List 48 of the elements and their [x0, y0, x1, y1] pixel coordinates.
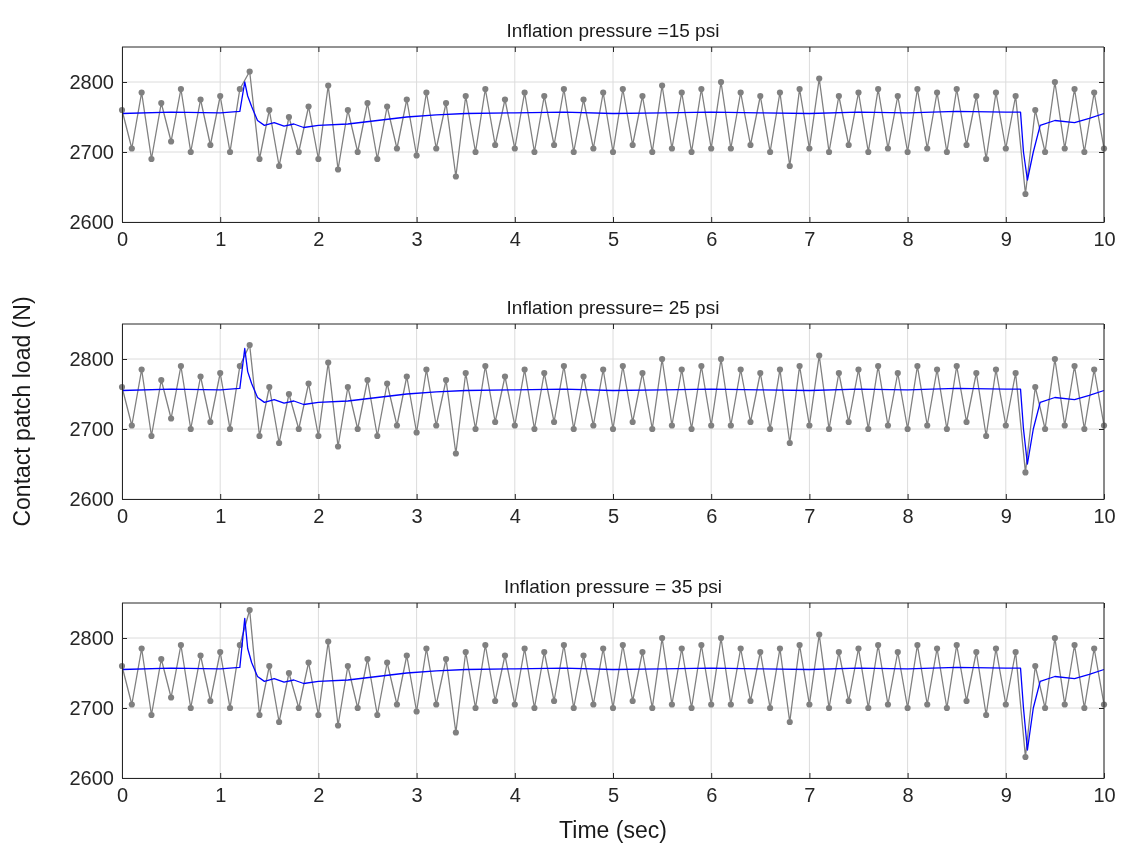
x-tick-label: 4 — [509, 505, 521, 528]
x-tick-label: 7 — [804, 784, 816, 807]
y-tick-label: 2700 — [69, 417, 114, 440]
x-tick-label: 8 — [902, 784, 914, 807]
y-tick-label: 2800 — [69, 347, 114, 370]
x-tick-label: 4 — [509, 784, 521, 807]
y-tick-label: 2600 — [69, 210, 114, 233]
y-tick-label: 2600 — [69, 766, 114, 789]
x-tick-label: 2 — [313, 228, 325, 251]
x-tick-label: 1 — [215, 228, 227, 251]
x-tick-label: 3 — [411, 784, 423, 807]
x-tick-label: 8 — [902, 505, 914, 528]
x-tick-label: 10 — [1093, 784, 1116, 807]
y-tick-label: 2700 — [69, 696, 114, 719]
x-tick-label: 5 — [607, 784, 620, 807]
x-tick-label: 5 — [607, 505, 620, 528]
x-tick-label: 6 — [706, 505, 718, 528]
y-axis-title: Contact patch load (N) — [9, 296, 35, 527]
x-tick-label: 10 — [1093, 228, 1116, 251]
x-tick-label: 1 — [215, 505, 227, 528]
x-tick-label: 9 — [1000, 784, 1012, 807]
x-tick-label: 5 — [607, 228, 620, 251]
y-tick-label: 2700 — [69, 140, 114, 163]
x-tick-label: 3 — [411, 228, 423, 251]
x-tick-label: 0 — [116, 784, 129, 807]
chart-title: Inflation pressure =15 psi — [506, 20, 720, 41]
chart-title: Inflation pressure= 25 psi — [506, 297, 720, 318]
line-series — [121, 81, 1105, 181]
x-tick-label: 10 — [1093, 505, 1116, 528]
x-tick-label: 6 — [706, 228, 718, 251]
y-tick-label: 2600 — [69, 487, 114, 510]
x-tick-label: 1 — [215, 784, 227, 807]
x-tick-label: 7 — [804, 228, 816, 251]
x-tick-label: 3 — [411, 505, 423, 528]
x-tick-label: 7 — [804, 505, 816, 528]
x-tick-label: 9 — [1000, 228, 1012, 251]
x-tick-label: 2 — [313, 784, 325, 807]
x-tick-label: 0 — [116, 505, 129, 528]
x-tick-label: 9 — [1000, 505, 1012, 528]
x-axis-title: Time (sec) — [559, 817, 667, 843]
y-tick-label: 2800 — [69, 70, 114, 93]
y-tick-label: 2800 — [69, 626, 114, 649]
x-tick-label: 4 — [509, 228, 521, 251]
x-tick-label: 2 — [313, 505, 325, 528]
x-tick-label: 0 — [116, 228, 129, 251]
chart-title: Inflation pressure = 35 psi — [503, 576, 723, 597]
x-tick-label: 6 — [706, 784, 718, 807]
x-tick-label: 8 — [902, 228, 914, 251]
